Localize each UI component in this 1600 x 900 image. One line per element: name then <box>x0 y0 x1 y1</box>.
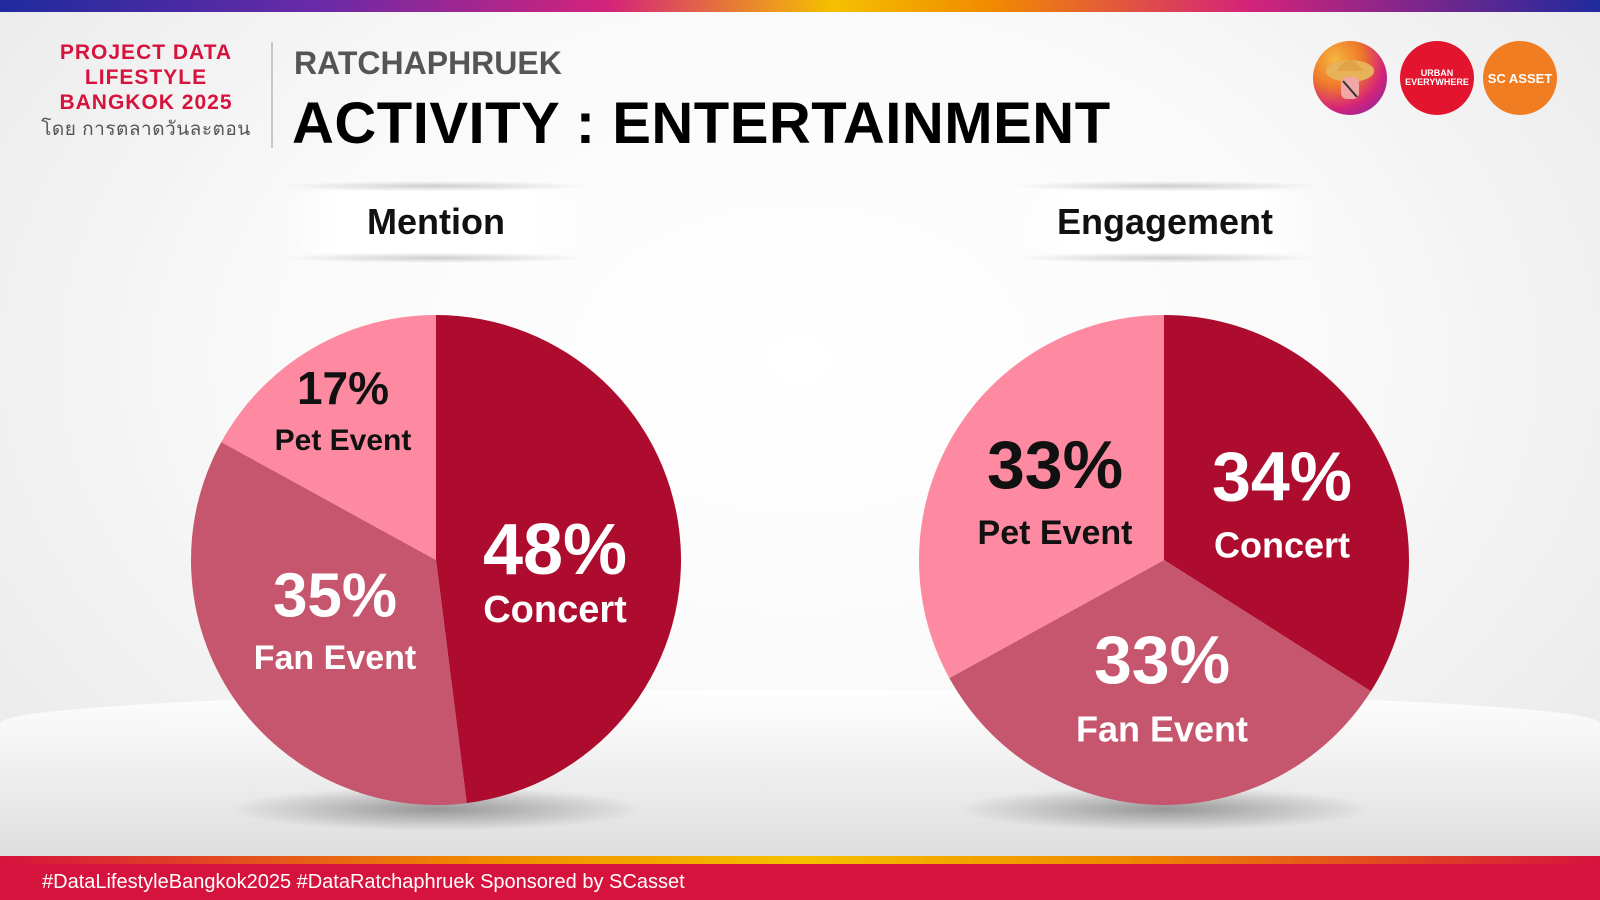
pie-shadow <box>955 787 1373 831</box>
mention-pie: 48%Concert 35% Fan Event 17% Pet Event <box>190 315 682 831</box>
pie-slice-concert <box>436 315 682 804</box>
pie-category-label: Concert <box>1214 525 1350 566</box>
sc-asset-logo: SC ASSET <box>1483 41 1557 115</box>
mention-section-label: Mention <box>281 181 591 263</box>
traveler-hat-icon <box>1326 60 1374 99</box>
footer-hashtags: #DataLifestyleBangkok2025 #DataRatchaphr… <box>0 864 1600 900</box>
pie-percent-label: 33% <box>987 427 1123 503</box>
pie-percent-label: 35% <box>273 561 397 630</box>
brand-thai-byline: โดย การตลาดวันละตอน <box>41 119 251 140</box>
footer-gradient-strip <box>0 856 1600 864</box>
engagement-pie: 34% Concert 33% Fan Event 33% Pet Event <box>918 315 1409 831</box>
traveler-logo-icon <box>1313 41 1387 115</box>
pie-percent-label: 34% <box>1212 437 1352 515</box>
brand-line: BANGKOK 2025 <box>59 91 233 114</box>
page-title: ACTIVITY : ENTERTAINMENT <box>292 91 1111 156</box>
brand-divider <box>271 42 273 148</box>
pie-slice-pet-event <box>918 315 1164 679</box>
pie-percent-label: 48% <box>483 510 627 590</box>
pie-category-label: Pet Event <box>978 514 1133 552</box>
top-gradient-strip <box>0 0 1600 12</box>
urban-everywhere-logo: URBAN EVERYWHERE <box>1400 41 1474 115</box>
pie-slice-fan-event <box>949 560 1371 806</box>
pie-category-label: Fan Event <box>254 639 416 677</box>
pie-slice-concert <box>1164 315 1409 692</box>
pie-category-label: Fan Event <box>1076 709 1248 750</box>
pie-slice-pet-event <box>221 315 436 560</box>
pie-slice-fan-event <box>190 441 467 805</box>
pie-category-label: Pet Event <box>275 424 412 457</box>
page-subtitle: RATCHAPHRUEK <box>294 45 562 81</box>
brand-line: PROJECT DATA <box>59 41 233 64</box>
pie-shadow <box>227 787 645 831</box>
engagement-section-label: Engagement <box>1010 181 1320 263</box>
brand-line: LIFESTYLE <box>84 66 208 89</box>
pie-category-label: Concert <box>483 589 627 631</box>
sponsor-logos: URBAN EVERYWHERE SC ASSET <box>1313 41 1563 117</box>
pie-percent-label: 33% <box>1094 622 1230 698</box>
brand-block: PROJECT DATA LIFESTYLE BANGKOK 2025 โดย … <box>30 40 262 142</box>
pie-percent-label: 17% <box>297 362 389 414</box>
